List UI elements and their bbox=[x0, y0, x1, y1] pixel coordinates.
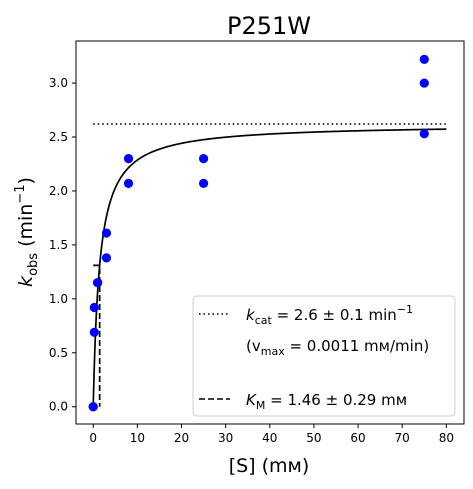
plot-marks bbox=[88, 54, 447, 412]
legend-kcat-main: k bbox=[246, 306, 256, 324]
y-tick-label: 0.0 bbox=[49, 400, 68, 414]
y-axis-label-unit-open: (min bbox=[15, 204, 37, 253]
y-tick-label: 3.0 bbox=[49, 76, 68, 90]
legend-entry-vmax: (vmax = 0.0011 mм/min) bbox=[246, 337, 429, 358]
data-point bbox=[419, 54, 429, 64]
x-tick-label: 60 bbox=[350, 431, 365, 445]
data-point bbox=[419, 78, 429, 88]
y-axis-label-main: k bbox=[15, 275, 37, 287]
x-tick-label: 30 bbox=[218, 431, 233, 445]
michaelis-menten-fit-curve bbox=[92, 128, 447, 407]
legend-vmax-sub: max bbox=[261, 345, 285, 358]
legend-kcat-sup: −1 bbox=[397, 303, 413, 316]
y-axis-ticks: 0.0 0.5 1.0 1.5 2.0 2.5 3.0 bbox=[49, 76, 76, 414]
km-dashed-marker bbox=[93, 264, 101, 407]
y-axis-label: kobs (min−1) bbox=[13, 177, 41, 287]
plot-frame bbox=[75, 40, 465, 425]
data-point bbox=[198, 178, 209, 189]
legend-kcat-value: = 2.6 ± 0.1 min bbox=[272, 306, 397, 324]
data-point bbox=[123, 153, 134, 164]
legend-kcat-sub: cat bbox=[255, 314, 273, 327]
y-tick-label: 2.0 bbox=[49, 184, 68, 198]
data-point bbox=[89, 327, 99, 337]
legend-entry-kcat: kcat = 2.6 ± 0.1 min−1 bbox=[246, 303, 413, 327]
y-axis-label-unit-sup: −1 bbox=[13, 184, 28, 203]
data-point bbox=[419, 129, 429, 139]
legend-km-main: K bbox=[246, 391, 257, 409]
data-point bbox=[88, 402, 98, 412]
x-axis-label: [S] (mм) bbox=[229, 455, 310, 477]
y-tick-label: 2.5 bbox=[49, 130, 68, 144]
legend-box bbox=[192, 295, 456, 417]
x-tick-label: 70 bbox=[395, 431, 410, 445]
legend-km-value: = 1.46 ± 0.29 mм bbox=[265, 391, 407, 409]
x-tick-label: 50 bbox=[306, 431, 321, 445]
data-point bbox=[123, 178, 134, 189]
x-tick-label: 80 bbox=[439, 431, 454, 445]
legend-entry-km: KM = 1.46 ± 0.29 mм bbox=[246, 391, 407, 412]
y-tick-label: 0.5 bbox=[49, 346, 68, 360]
y-axis-label-unit-close: ) bbox=[15, 177, 37, 184]
x-tick-label: 20 bbox=[174, 431, 189, 445]
x-tick-label: 40 bbox=[262, 431, 277, 445]
y-tick-label: 1.5 bbox=[49, 238, 68, 252]
data-point bbox=[89, 302, 99, 313]
legend: kcat = 2.6 ± 0.1 min−1 (vmax = 0.0011 mм… bbox=[192, 295, 456, 417]
x-axis-ticks: 0 10 20 30 40 50 60 70 80 bbox=[89, 424, 454, 445]
legend-vmax-value: = 0.0011 mм/min) bbox=[285, 337, 429, 355]
y-tick-label: 1.0 bbox=[49, 292, 68, 306]
chart-title: P251W bbox=[227, 12, 311, 40]
data-point bbox=[101, 228, 112, 238]
legend-km-sub: M bbox=[256, 399, 266, 412]
y-axis-label-sub: obs bbox=[26, 253, 41, 276]
legend-vmax-open: (v bbox=[246, 337, 261, 355]
x-tick-label: 10 bbox=[130, 431, 145, 445]
x-tick-label: 0 bbox=[89, 431, 97, 445]
svg-text:kobs (min−1): kobs (min−1) bbox=[13, 177, 41, 287]
data-point bbox=[93, 278, 103, 288]
data-point bbox=[101, 253, 112, 263]
data-point bbox=[198, 153, 209, 164]
